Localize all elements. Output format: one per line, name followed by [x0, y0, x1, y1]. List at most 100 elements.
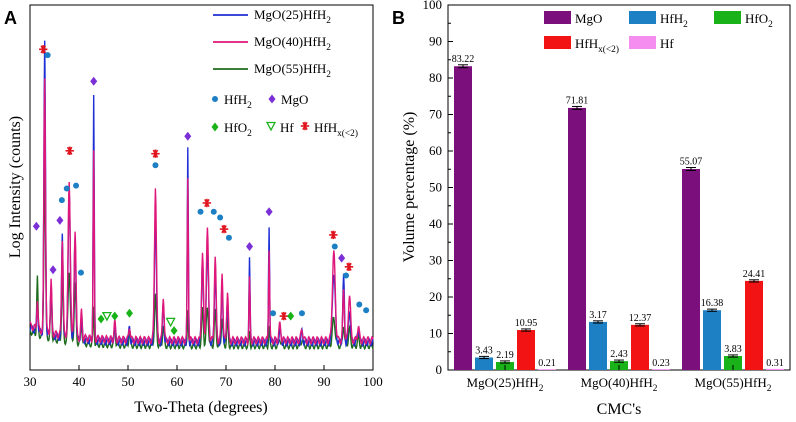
- panel-a-letter: A: [4, 8, 17, 28]
- error-bar: [500, 360, 510, 364]
- error-bar: [614, 359, 624, 363]
- y-tick-label: 50: [429, 180, 442, 195]
- y-tick-label: 100: [423, 0, 443, 12]
- hfo2-peak-marker: [125, 308, 133, 318]
- hfh2-peak-marker: [343, 272, 350, 279]
- bar-bars: 83.22 3.43 2.19 10.95 0.21 71.81 3.17 2.43 12.37…: [452, 54, 784, 371]
- x-tick-label: 90: [318, 374, 331, 389]
- x-tick-label: 80: [269, 374, 282, 389]
- bar-x-axis-label: CMC's: [597, 401, 642, 418]
- bar: [703, 310, 721, 370]
- legend-swatch: [714, 11, 741, 24]
- xrd-plot-frame: [29, 4, 374, 371]
- xrd-x-ticks: 30 40 50 60 70 80 90 100: [24, 365, 383, 389]
- hfh2-peak-marker: [73, 182, 80, 189]
- hfo2-peak-marker: [97, 314, 105, 324]
- legend-label: Hf: [660, 36, 674, 51]
- bar-x-ticks: MgO(25)HfH2 MgO(40)HfH2 MgO(55)HfH2: [467, 365, 772, 394]
- hfhx-peak-marker: [202, 198, 212, 208]
- y-tick-label: 0: [436, 362, 443, 377]
- hfh2-peak-marker: [58, 197, 65, 204]
- hfh2-peak-marker: [356, 301, 363, 308]
- marker-legend-label: HfO2: [224, 120, 252, 139]
- bar-value-label: 71.81: [566, 95, 589, 106]
- y-tick-label: 80: [429, 70, 442, 85]
- error-bar: [728, 354, 738, 358]
- legend-label: HfH2: [660, 11, 688, 30]
- error-bar: [521, 328, 531, 332]
- legend-swatch: [629, 11, 656, 24]
- xrd-series-line: [29, 78, 374, 346]
- x-tick-label: 60: [171, 374, 184, 389]
- hfh2-peak-marker: [197, 208, 204, 215]
- x-tick-label: 50: [122, 374, 135, 389]
- legend-label: MgO(55)HfH2: [254, 61, 331, 80]
- y-tick-label: 70: [429, 107, 442, 122]
- hf-peak-marker: [265, 121, 277, 132]
- xrd-marker-legend: HfH2 MgO HfO2 Hf HfHx(<2): [211, 92, 358, 139]
- hfh2-peak-marker: [331, 243, 338, 250]
- error-bar: [635, 323, 645, 327]
- bar: [568, 107, 586, 371]
- bar: [538, 369, 556, 370]
- bar-value-label: 16.38: [701, 298, 724, 309]
- mgo-peak-marker: [246, 242, 254, 251]
- error-bar: [686, 167, 696, 171]
- bar: [682, 168, 700, 370]
- bar-legend: MgO HfH2 HfO2 HfHx(<2) Hf: [544, 11, 773, 55]
- error-bar: [572, 105, 582, 110]
- legend-label: MgO(40)HfH2: [254, 34, 331, 53]
- category-label: MgO(25)HfH2: [467, 375, 544, 394]
- hfhx-peak-marker: [151, 149, 160, 158]
- hfh2-peak-marker: [225, 234, 232, 241]
- bar-value-label: 24.41: [743, 269, 766, 280]
- hfh2-peak-marker: [44, 52, 51, 59]
- legend-label: MgO(25)HfH2: [254, 7, 331, 26]
- hfh2-peak-marker: [212, 96, 218, 102]
- bar-value-label: 10.95: [515, 318, 538, 329]
- bar-value-label: 3.17: [589, 310, 607, 321]
- mgo-peak-marker: [56, 215, 64, 225]
- legend-label: HfHx(<2): [575, 36, 619, 55]
- hfh2-peak-marker: [63, 185, 70, 192]
- legend-swatch: [544, 11, 571, 24]
- y-tick-label: 20: [429, 289, 442, 304]
- marker-legend-label: Hf: [280, 120, 294, 135]
- hf-peak-marker: [165, 317, 176, 328]
- bar-y-ticks: 0 10 20 30 40 50 60 70 80 90 100: [423, 0, 453, 377]
- hfo2-peak-marker: [211, 122, 219, 132]
- hfh2-peak-marker: [152, 162, 159, 169]
- category-label: MgO(40)HfH2: [581, 375, 658, 394]
- marker-legend-label: MgO: [281, 92, 308, 107]
- mgo-peak-marker: [338, 253, 346, 263]
- xrd-x-axis-label: Two-Theta (degrees): [134, 399, 267, 416]
- bar-value-label: 0.23: [652, 358, 670, 369]
- hfh2-peak-marker: [270, 310, 277, 317]
- xrd-legend: MgO(25)HfH2 MgO(40)HfH2 MgO(55)HfH2: [213, 7, 331, 80]
- error-bar: [458, 64, 468, 69]
- legend-swatch: [544, 36, 571, 49]
- hfo2-peak-marker: [170, 326, 178, 336]
- hfh2-peak-marker: [210, 208, 217, 215]
- hfo2-peak-marker: [111, 311, 119, 321]
- bar-value-label: 12.37: [629, 313, 652, 324]
- hfh2-peak-marker: [77, 269, 84, 276]
- error-bar: [479, 355, 489, 360]
- hfh2-peak-marker: [217, 214, 224, 221]
- marker-legend-label: HfHx(<2): [314, 120, 358, 139]
- bar: [475, 357, 493, 370]
- bar-value-label: 0.31: [766, 358, 784, 369]
- y-tick-label: 90: [429, 34, 442, 49]
- hfhx-peak-marker: [39, 45, 48, 54]
- xrd-y-axis-label: Log Intensity (counts): [7, 116, 24, 258]
- x-tick-label: 100: [363, 374, 383, 389]
- bar: [517, 330, 535, 370]
- error-bar: [707, 308, 717, 312]
- bar-value-label: 2.19: [496, 350, 514, 361]
- xrd-curves: [29, 40, 374, 351]
- bar-y-axis-label: Volume percentage (%): [401, 112, 418, 263]
- mgo-peak-marker: [90, 76, 98, 86]
- hfo2-peak-marker: [287, 311, 295, 321]
- hfhx-peak-marker: [344, 262, 354, 271]
